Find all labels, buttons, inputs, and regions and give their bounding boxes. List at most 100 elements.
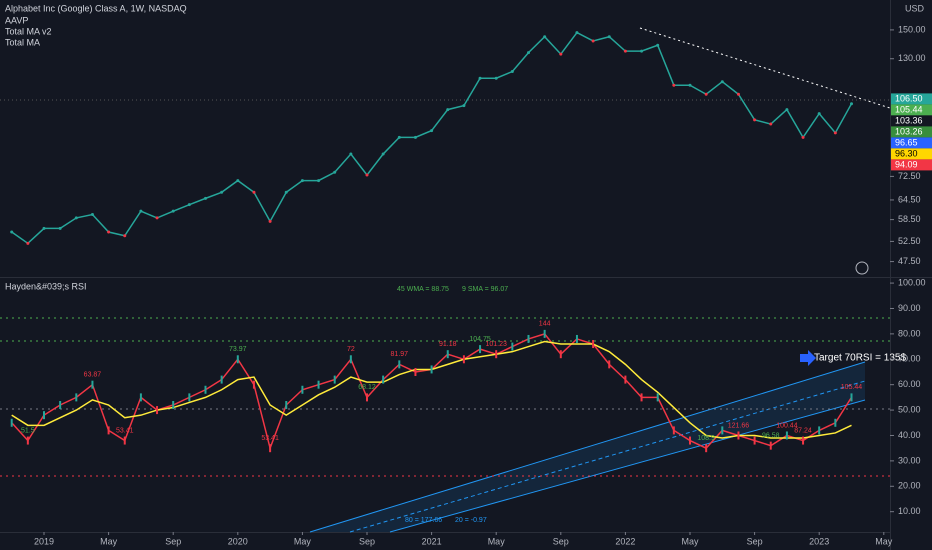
price-point bbox=[623, 49, 627, 53]
rsi-bar bbox=[333, 375, 336, 384]
price-point bbox=[672, 83, 676, 87]
rsi-bar bbox=[592, 340, 595, 349]
rsi-annotation: 81.97 bbox=[391, 351, 409, 358]
rsi-annotation: 104.75 bbox=[469, 336, 491, 343]
footer-note: 80 = 177.66 bbox=[405, 517, 442, 524]
rsi-bar bbox=[527, 334, 530, 343]
rsi-annotation: 96.58 bbox=[762, 432, 780, 439]
price-point bbox=[462, 104, 466, 108]
price-point bbox=[801, 135, 805, 139]
flash-icon[interactable] bbox=[855, 261, 869, 275]
price-point bbox=[333, 170, 337, 174]
price-badge-label: 96.30 bbox=[895, 148, 918, 158]
price-point bbox=[10, 230, 14, 234]
y-tick-label: 90.00 bbox=[898, 303, 921, 313]
rsi-bar bbox=[317, 380, 320, 389]
rsi-bar bbox=[462, 355, 465, 364]
price-point bbox=[123, 234, 127, 238]
rsi-bar bbox=[850, 393, 853, 402]
price-point bbox=[591, 39, 595, 43]
rsi-bar bbox=[59, 401, 62, 409]
rsi-legend: 45 WMA = 88.75 bbox=[397, 286, 449, 293]
rsi-annotation: 68.12 bbox=[358, 384, 376, 391]
price-point bbox=[785, 108, 789, 112]
price-point bbox=[833, 131, 837, 135]
price-point bbox=[850, 102, 853, 106]
price-point bbox=[252, 190, 256, 194]
y-tick-label: 47.50 bbox=[898, 256, 921, 266]
rsi-bar bbox=[26, 436, 29, 445]
x-tick-label: 2019 bbox=[34, 536, 54, 546]
rsi-bar bbox=[737, 431, 740, 440]
x-tick-label: May bbox=[488, 536, 506, 546]
rsi-annotation: 144 bbox=[539, 321, 551, 328]
price-point bbox=[155, 216, 159, 220]
rsi-bar bbox=[640, 393, 643, 402]
price-point bbox=[365, 173, 369, 177]
rsi-bar bbox=[575, 334, 578, 343]
rsi-bar bbox=[802, 436, 805, 445]
rsi-bar bbox=[398, 360, 401, 369]
rsi-bar bbox=[269, 444, 272, 453]
price-point bbox=[397, 135, 401, 139]
rsi-bar bbox=[236, 355, 239, 364]
price-point bbox=[236, 179, 240, 183]
y-tick-label: 100.00 bbox=[898, 277, 926, 287]
rsi-bar bbox=[252, 380, 255, 389]
price-point bbox=[478, 76, 482, 80]
rsi-annotation: 51.5 bbox=[21, 427, 35, 434]
rsi-bar bbox=[721, 426, 724, 435]
y-tick-label: 40.00 bbox=[898, 430, 921, 440]
price-badge bbox=[891, 104, 932, 116]
price-point bbox=[90, 213, 94, 217]
target-arrow bbox=[800, 350, 816, 366]
rsi-annotation: 100.44 bbox=[776, 422, 798, 429]
rsi-bar bbox=[818, 426, 821, 435]
chart-title: Alphabet Inc (Google) Class A, 1W, NASDA… bbox=[5, 3, 187, 13]
channel-bottom bbox=[389, 399, 866, 533]
rsi-annotation: 72 bbox=[347, 346, 355, 353]
rsi-bar bbox=[479, 345, 482, 354]
channel-mid bbox=[349, 380, 866, 533]
indicator: AAVP bbox=[5, 15, 28, 25]
price-point bbox=[139, 209, 143, 213]
price-badge bbox=[891, 148, 932, 160]
price-point bbox=[317, 179, 321, 183]
price-badge-label: 94.09 bbox=[895, 159, 918, 169]
price-point bbox=[26, 241, 30, 245]
rsi-annotation: 121.66 bbox=[728, 422, 750, 429]
price-point bbox=[607, 35, 611, 39]
price-point bbox=[640, 49, 644, 53]
rsi-bar bbox=[204, 385, 207, 394]
rsi-bar bbox=[91, 380, 94, 389]
x-tick-label: Sep bbox=[359, 536, 375, 546]
rsi-title: Hayden&#039;s RSI bbox=[5, 281, 87, 291]
y-tick-label: 130.00 bbox=[898, 53, 926, 63]
price-point bbox=[656, 43, 660, 47]
price-point bbox=[769, 122, 773, 126]
y-tick-label: 70.00 bbox=[898, 354, 921, 364]
rsi-annotation: 53.41 bbox=[116, 427, 134, 434]
price-point bbox=[817, 112, 821, 116]
rsi-bar bbox=[446, 350, 449, 359]
y-tick-label: 30.00 bbox=[898, 455, 921, 465]
price-badge-label: 96.65 bbox=[895, 137, 918, 147]
price-point bbox=[720, 80, 724, 84]
price-point bbox=[171, 209, 175, 213]
rsi-bar bbox=[220, 375, 223, 384]
y-tick-label: 64.50 bbox=[898, 194, 921, 204]
x-tick-label: May bbox=[100, 536, 118, 546]
price-point bbox=[413, 135, 417, 139]
rsi-bar bbox=[123, 436, 126, 445]
footer-note: 20 = -0.97 bbox=[455, 517, 487, 524]
x-tick-label: Sep bbox=[165, 536, 181, 546]
price-point bbox=[559, 52, 563, 56]
x-tick-label: Sep bbox=[747, 536, 763, 546]
x-tick-label: 2022 bbox=[615, 536, 635, 546]
y-tick-label: 60.00 bbox=[898, 379, 921, 389]
rsi-bar bbox=[188, 393, 191, 402]
rsi-annotation: 87.24 bbox=[794, 427, 812, 434]
price-point bbox=[736, 92, 740, 96]
